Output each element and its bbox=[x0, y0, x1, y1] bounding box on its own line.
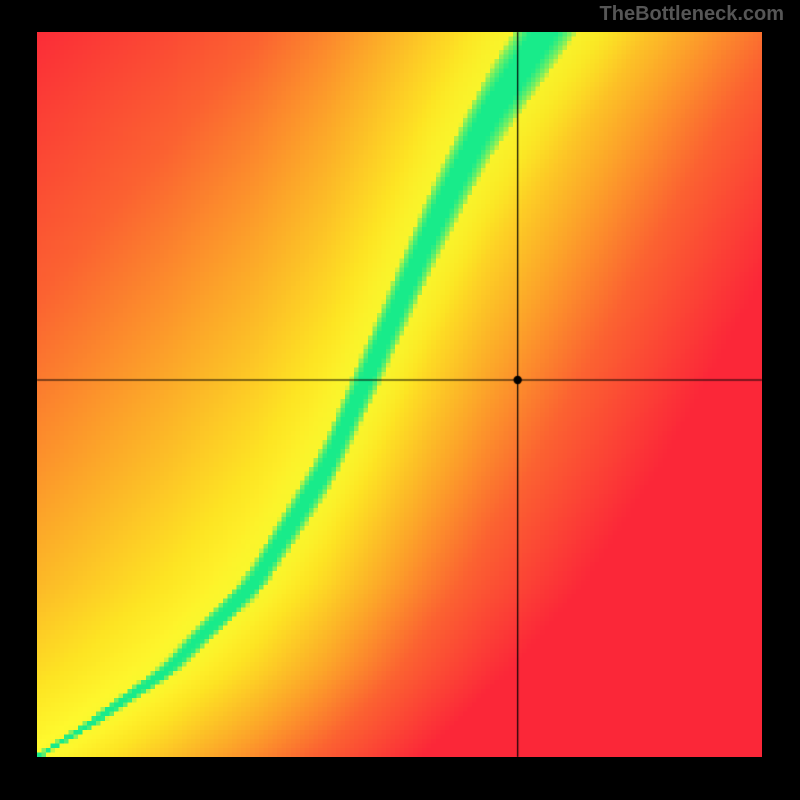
crosshair-overlay bbox=[0, 0, 800, 800]
figure-root: TheBottleneck.com bbox=[0, 0, 800, 800]
watermark-text: TheBottleneck.com bbox=[600, 3, 784, 26]
